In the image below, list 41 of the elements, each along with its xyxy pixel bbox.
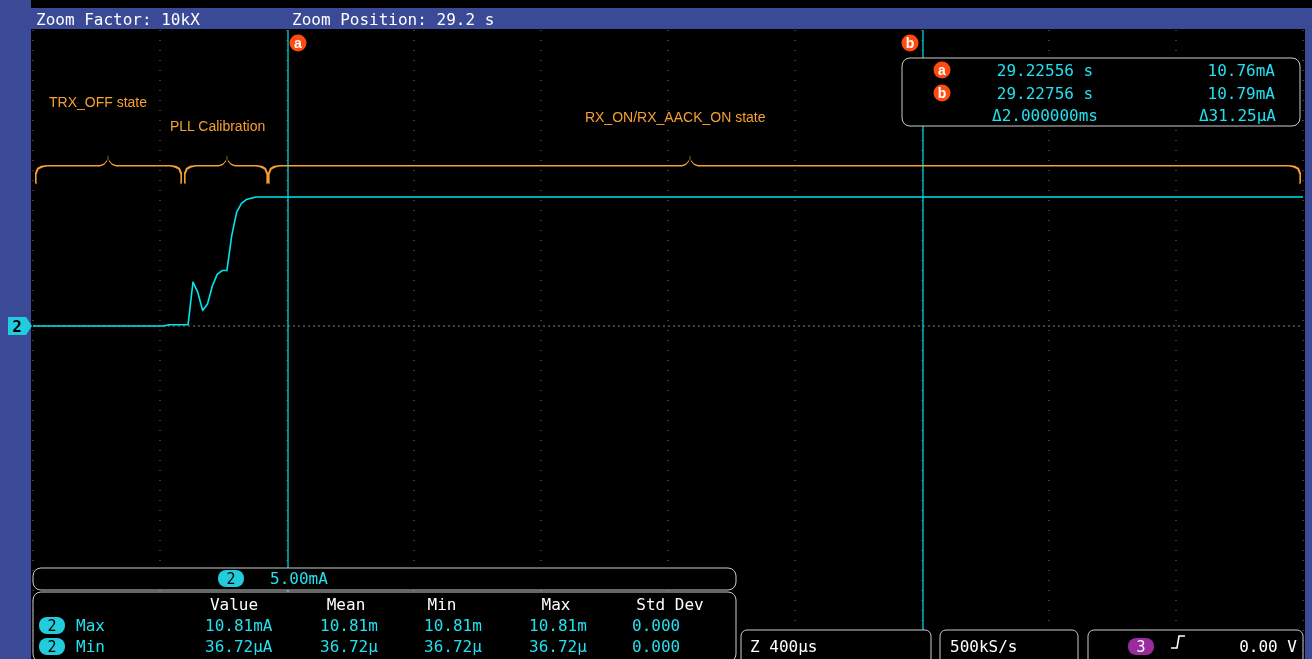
- text: Z 400µs: [750, 637, 818, 656]
- text: 10.76mA: [1207, 61, 1276, 80]
- text: 0.000: [632, 637, 681, 656]
- text: b: [905, 35, 915, 51]
- text: 36.72µ: [529, 637, 588, 656]
- text: 3: [1136, 638, 1146, 656]
- text: Min: [427, 595, 457, 614]
- text: 29.22756 s: [996, 84, 1094, 103]
- text: 10.81m: [320, 616, 378, 635]
- text: 10.79mA: [1207, 84, 1276, 103]
- text: Max: [541, 595, 571, 614]
- text: 36.72µ: [320, 637, 379, 656]
- text: 36.72µA: [205, 637, 273, 656]
- text: Std Dev: [636, 595, 704, 614]
- text: Δ2.000000ms: [992, 106, 1098, 125]
- text: 2: [47, 617, 57, 635]
- text: Value: [209, 595, 259, 614]
- text: Mean: [326, 595, 366, 614]
- text: PLL Calibration: [170, 118, 266, 134]
- text: 500kS/s: [950, 637, 1018, 656]
- text: 0.000: [632, 616, 681, 635]
- text: a: [294, 35, 303, 51]
- text: 5.00mA: [270, 569, 329, 588]
- chart-subtitle: Zoom Position: 29.2 s: [292, 10, 495, 29]
- text: Min: [76, 637, 105, 656]
- text: 2: [226, 570, 236, 588]
- text: TRX_OFF state: [49, 94, 148, 110]
- text: RX_ON/RX_AACK_ON state: [585, 109, 766, 125]
- text: Max: [76, 616, 106, 635]
- text: b: [937, 85, 947, 101]
- text: 0.00 V: [1239, 637, 1298, 656]
- chart-title: Zoom Factor: 10kX: [36, 10, 201, 29]
- text: 10.81m: [424, 616, 482, 635]
- text: 2: [12, 317, 22, 336]
- text: 29.22556 s: [996, 61, 1094, 80]
- text: 36.72µ: [424, 637, 483, 656]
- text: 10.81m: [529, 616, 587, 635]
- text: Δ31.25µA: [1198, 106, 1277, 125]
- text: 2: [47, 638, 57, 656]
- text: a: [938, 62, 947, 78]
- text: 10.81mA: [205, 616, 273, 635]
